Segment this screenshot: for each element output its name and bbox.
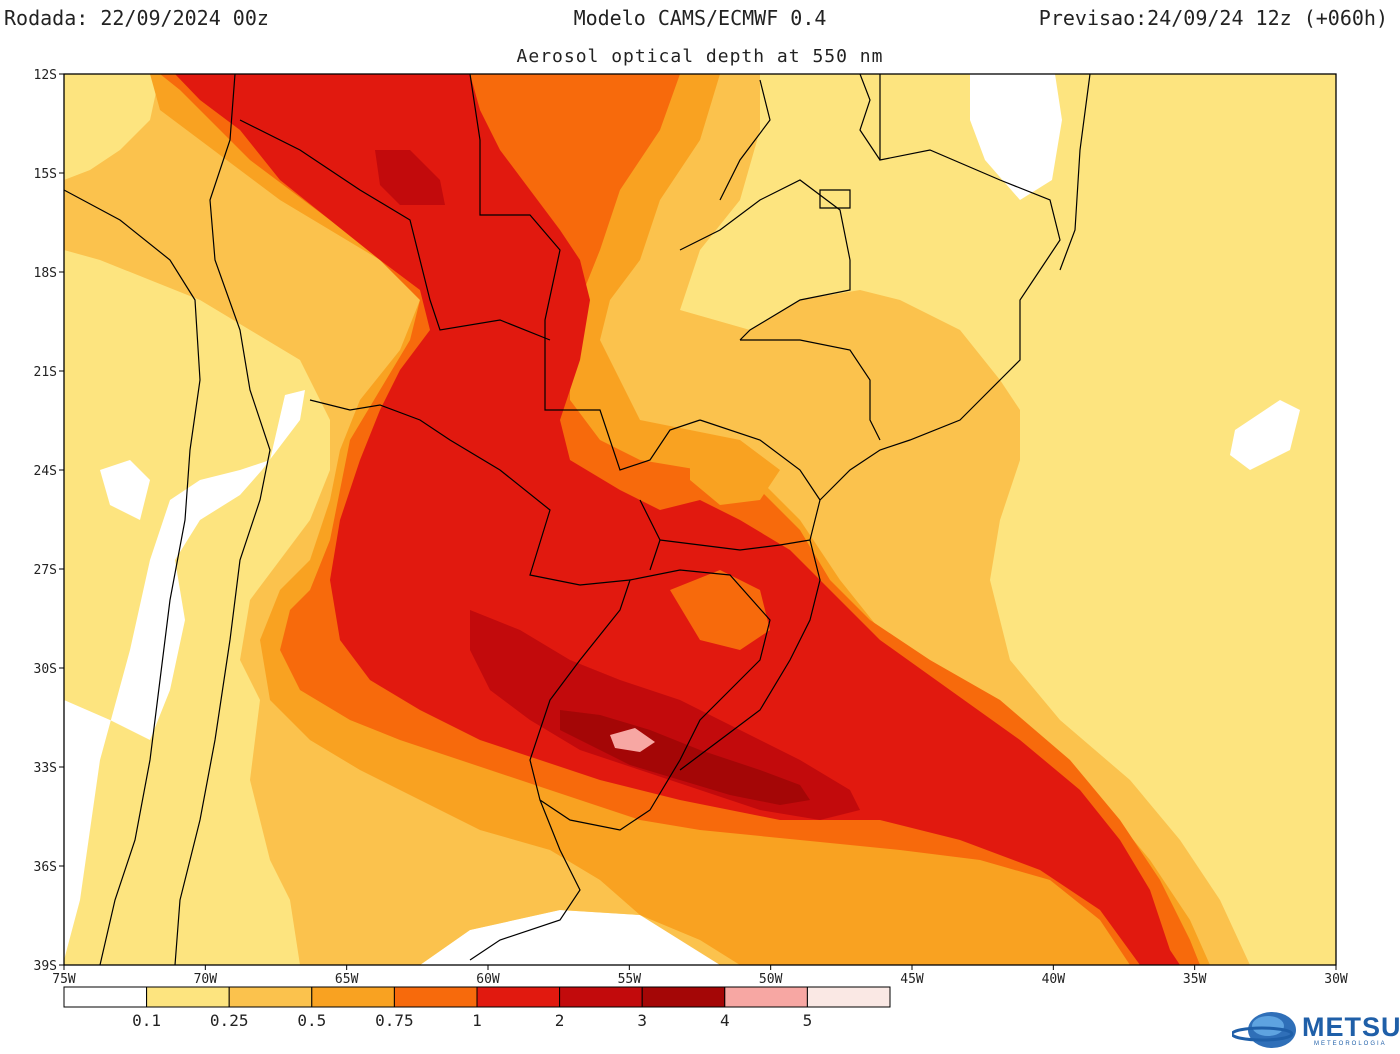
- lon-tick-label: 30W: [1324, 972, 1348, 987]
- boundaries: [64, 74, 1091, 965]
- chile-argentina-border: [174, 74, 271, 965]
- colorbar-label: 4: [720, 1011, 730, 1030]
- aod-band-1: [175, 74, 1180, 965]
- bolivia-border: [239, 119, 551, 341]
- colorbar-swatch: [559, 986, 643, 1008]
- aod-band-white-west: [100, 460, 150, 520]
- lat-tick-label: 21S: [34, 365, 57, 380]
- lon-tick-label: 70W: [194, 972, 218, 987]
- lon-tick-label: 45W: [900, 972, 924, 987]
- lat-tick-label: 39S: [34, 959, 57, 974]
- sp-mg-border: [740, 339, 881, 441]
- aod-band-4: [610, 728, 655, 752]
- brazil-coast: [679, 74, 1061, 771]
- lon-axis: 75W 70W 65W 60W 55W 50W 45W 40W 35W 30W: [52, 965, 1348, 987]
- lon-tick-label: 60W: [476, 972, 500, 987]
- colorbar-label: 0.5: [297, 1011, 326, 1030]
- lat-tick-label: 33S: [34, 761, 57, 776]
- misiones-border: [639, 499, 661, 571]
- plot-frame: [63, 73, 1337, 966]
- forecast-time-label: Previsao:24/09/24 12z (+060h): [1038, 6, 1388, 30]
- map-subtitle: Aerosol optical depth at 550 nm: [516, 46, 884, 67]
- lon-tick-label: 75W: [52, 972, 76, 987]
- colorbar-label: 5: [803, 1011, 813, 1030]
- sp-pr-border: [699, 419, 821, 501]
- colorbar-swatch: [311, 986, 395, 1008]
- aod-field: [64, 74, 1336, 965]
- colorbar-swatch: [724, 986, 808, 1008]
- colorbar-label: 2: [555, 1011, 565, 1030]
- run-time-label: Rodada: 22/09/2024 00z: [4, 6, 269, 30]
- colorbar-label: 0.75: [375, 1011, 414, 1030]
- aod-band-low-corner: [64, 74, 160, 180]
- aod-band-white-andes: [64, 390, 305, 960]
- colorbar-swatch: [641, 986, 726, 1008]
- colorbar-swatch: [146, 986, 230, 1008]
- lat-tick-label: 24S: [34, 464, 57, 479]
- lon-tick-label: 65W: [335, 972, 359, 987]
- aod-band-075-inner: [670, 570, 770, 650]
- rio-de-la-plata: [469, 799, 581, 961]
- brazil-west-border: [469, 74, 701, 471]
- globe-icon: [1230, 1012, 1296, 1048]
- lon-tick-label: 50W: [759, 972, 783, 987]
- lat-tick-label: 12S: [34, 68, 57, 83]
- colorbar-label: 0.1: [132, 1011, 161, 1030]
- lon-tick-label: 40W: [1042, 972, 1066, 987]
- pr-sc-border: [659, 539, 811, 551]
- logo-subtitle: METEOROLOGIA: [1314, 1041, 1387, 1047]
- ne-coast: [1059, 74, 1091, 271]
- colorbar: 0.1 0.25 0.5 0.75 1 2 3 4 5: [63, 986, 891, 1030]
- to-border: [719, 79, 771, 201]
- colorbar-swatch: [806, 986, 891, 1008]
- lat-axis: 12S 15S 18S 21S 24S 27S 30S 33S 36S 39S: [34, 68, 64, 974]
- colorbar-swatch: [63, 986, 148, 1008]
- metsul-logo: METSUL METEOROLOGIA: [1230, 1004, 1400, 1050]
- colorbar-swatch: [393, 986, 478, 1008]
- lat-tick-label: 15S: [34, 167, 57, 182]
- ba-border: [859, 74, 881, 161]
- lat-tick-label: 36S: [34, 860, 57, 875]
- aod-band-2-north: [375, 150, 445, 205]
- aod-band-white-east: [1230, 400, 1300, 470]
- aod-band-050-inner: [690, 430, 780, 505]
- aod-band-2: [470, 610, 860, 820]
- colorbar-label: 3: [637, 1011, 647, 1030]
- chile-coast: [64, 189, 201, 965]
- colorbar-swatch: [228, 986, 313, 1008]
- logo-name: METSUL: [1302, 1012, 1400, 1042]
- aod-band-white-ne: [970, 74, 1062, 200]
- colorbar-label: 0.25: [210, 1011, 249, 1030]
- model-title: Modelo CAMS/ECMWF 0.4: [573, 6, 827, 30]
- colorbar-swatch: [476, 986, 561, 1008]
- lat-tick-label: 27S: [34, 563, 57, 578]
- aod-band-white-south: [420, 910, 720, 965]
- df-border: [819, 189, 851, 209]
- colorbar-label: 1: [472, 1011, 482, 1030]
- goias-border: [679, 179, 851, 341]
- lat-tick-label: 30S: [34, 662, 57, 677]
- uruguay-rs-border: [529, 569, 771, 831]
- lon-tick-label: 35W: [1183, 972, 1207, 987]
- lat-tick-label: 18S: [34, 266, 57, 281]
- lon-tick-label: 55W: [618, 972, 642, 987]
- paraguay-border: [309, 399, 631, 586]
- aod-band-low-mg: [800, 74, 860, 140]
